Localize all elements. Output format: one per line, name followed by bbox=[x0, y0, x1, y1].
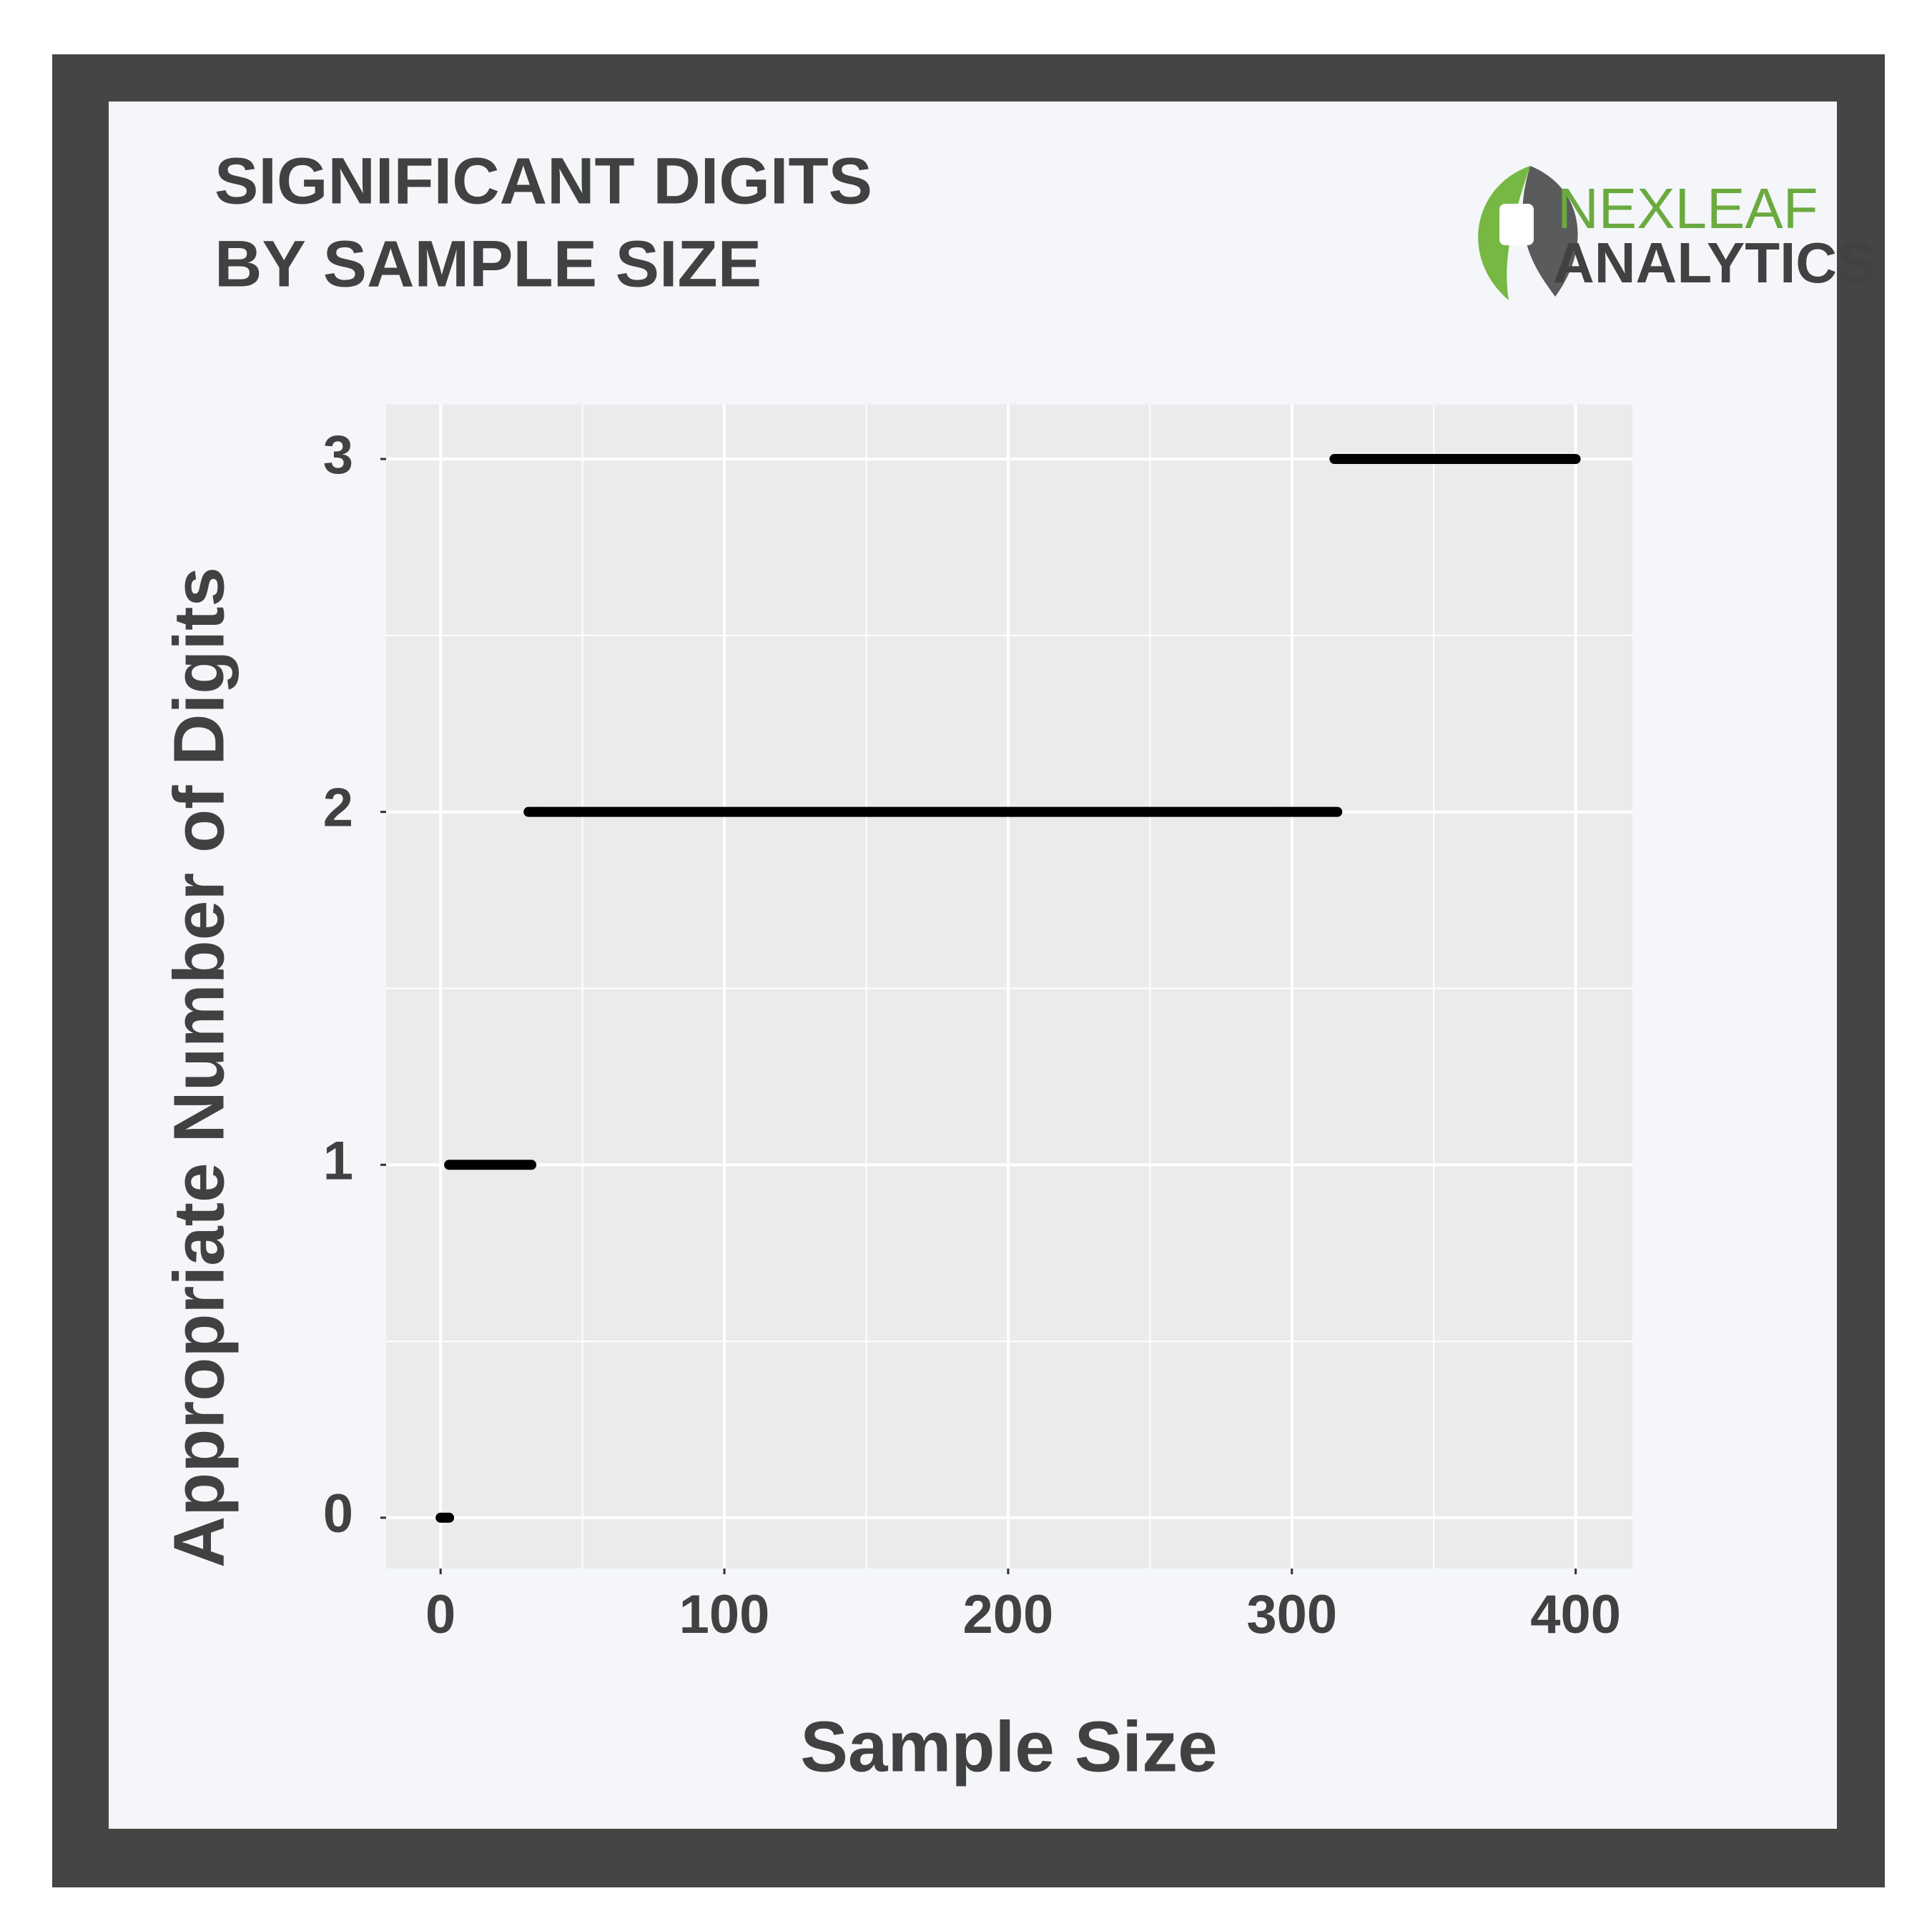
y-tick-label: 1 bbox=[323, 1130, 353, 1191]
y-tick-label: 0 bbox=[323, 1483, 353, 1544]
x-axis-label: Sample Size bbox=[800, 1707, 1218, 1787]
logo-text: ANALYTICS bbox=[1553, 231, 1875, 295]
x-tick-label: 100 bbox=[679, 1584, 770, 1645]
chart-title: BY SAMPLE SIZE bbox=[215, 227, 762, 300]
x-tick-label: 300 bbox=[1246, 1584, 1337, 1645]
x-tick-label: 0 bbox=[425, 1584, 455, 1645]
chart-title: SIGNIFICANT DIGITS bbox=[215, 144, 872, 217]
y-tick-label: 2 bbox=[323, 778, 353, 839]
x-tick-label: 400 bbox=[1530, 1584, 1621, 1645]
x-tick-label: 200 bbox=[963, 1584, 1054, 1645]
logo: NEXLEAF ANALYTICS bbox=[1478, 166, 1875, 300]
logo-text: NEXLEAF bbox=[1557, 177, 1818, 240]
logo-icon bbox=[1499, 204, 1534, 245]
y-tick-label: 3 bbox=[323, 425, 353, 485]
logo-leaf bbox=[1522, 166, 1578, 297]
y-axis-label: Appropriate Number of Digits bbox=[159, 567, 239, 1568]
